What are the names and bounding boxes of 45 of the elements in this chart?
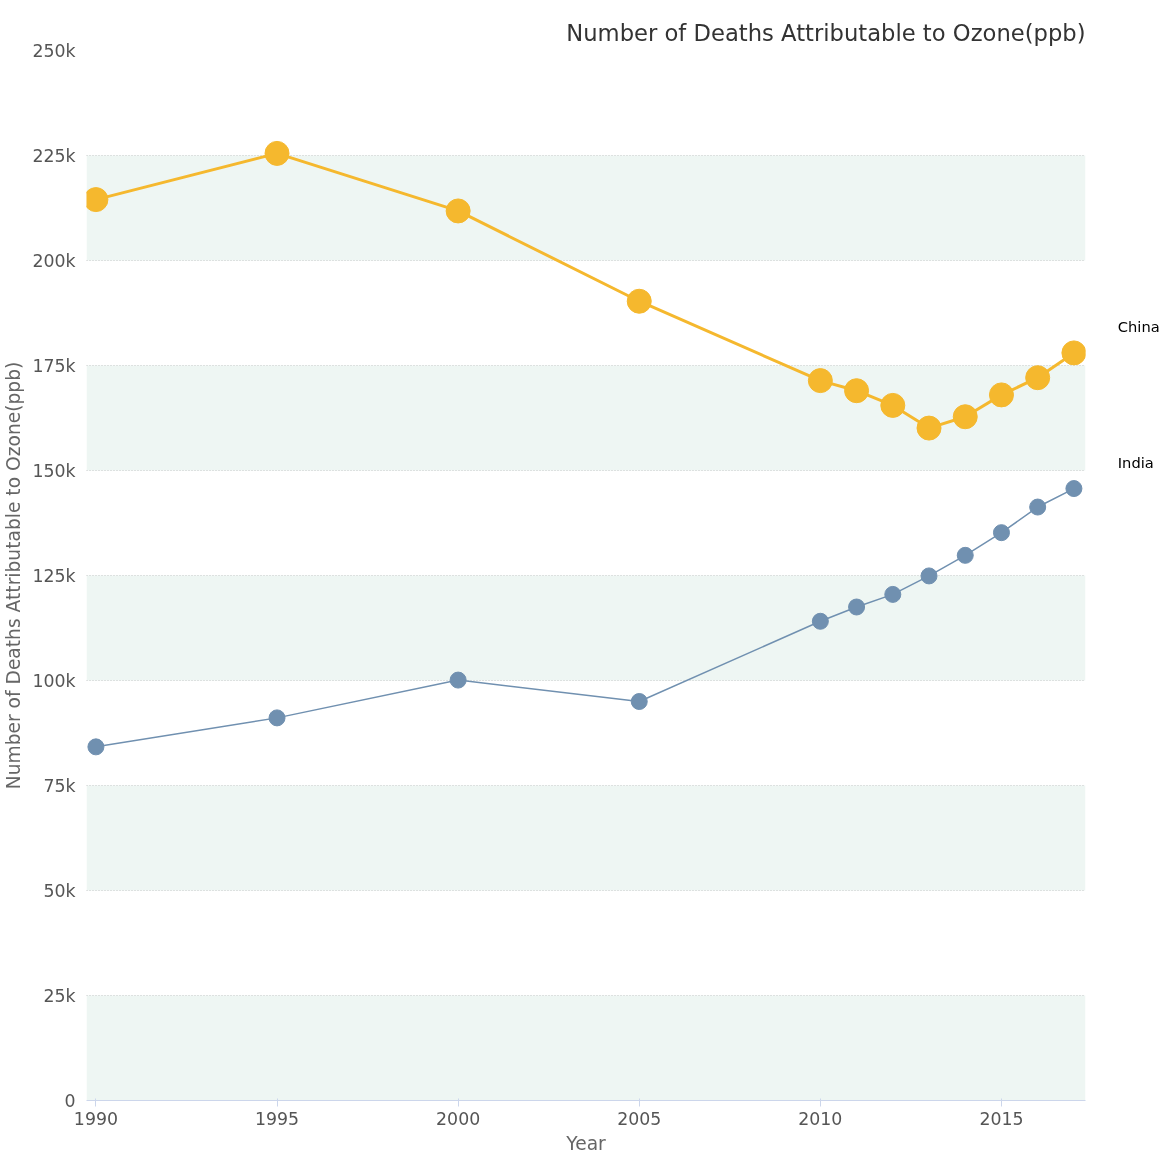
point	[952, 404, 978, 430]
point	[844, 378, 870, 404]
x-tick-label: 1995	[254, 1108, 300, 1129]
point	[848, 598, 866, 616]
point	[1061, 340, 1086, 366]
y-tick-label: 200k	[32, 250, 76, 271]
y-tick-label: 0	[64, 1090, 76, 1111]
point	[87, 738, 105, 756]
point	[992, 524, 1010, 542]
x-tick-label: 2010	[798, 1108, 843, 1129]
point	[1065, 480, 1083, 498]
x-tick-label: 1990	[73, 1108, 118, 1129]
y-tick-label: 150k	[32, 460, 76, 481]
point	[988, 382, 1014, 408]
text: China	[1117, 317, 1160, 335]
point	[807, 368, 833, 394]
y-tick-label: 100k	[32, 670, 76, 691]
point	[449, 671, 467, 689]
point	[445, 198, 471, 224]
point	[956, 546, 974, 564]
point	[916, 415, 942, 441]
y-tick-label: 50k	[43, 880, 76, 901]
point	[920, 567, 938, 585]
point	[630, 693, 648, 710]
y-axis-title: Number of Deaths Attributable to Ozone(ppb)	[3, 361, 25, 790]
chart-title: Number of Deaths Attributable to Ozone(ppb)	[566, 19, 1086, 46]
point	[626, 288, 652, 314]
x-tick-label: 2015	[979, 1108, 1024, 1129]
x-tick-label: 2005	[617, 1108, 662, 1129]
x-axis-title: Year	[565, 1132, 607, 1154]
x-tick-label: 2000	[436, 1108, 481, 1129]
y-tick-label: 225k	[32, 145, 76, 166]
y-tick-label: 175k	[32, 355, 76, 376]
point	[880, 392, 906, 418]
y-tick-label: 250k	[32, 40, 76, 61]
point	[264, 140, 290, 166]
point	[1025, 365, 1051, 391]
y-tick-label: 125k	[32, 565, 76, 586]
point	[884, 585, 902, 603]
y-tick-label: 75k	[43, 775, 76, 796]
point	[268, 709, 286, 727]
point	[1029, 498, 1047, 516]
point	[811, 612, 829, 630]
text: India	[1117, 453, 1154, 471]
y-tick-label: 25k	[43, 985, 76, 1006]
